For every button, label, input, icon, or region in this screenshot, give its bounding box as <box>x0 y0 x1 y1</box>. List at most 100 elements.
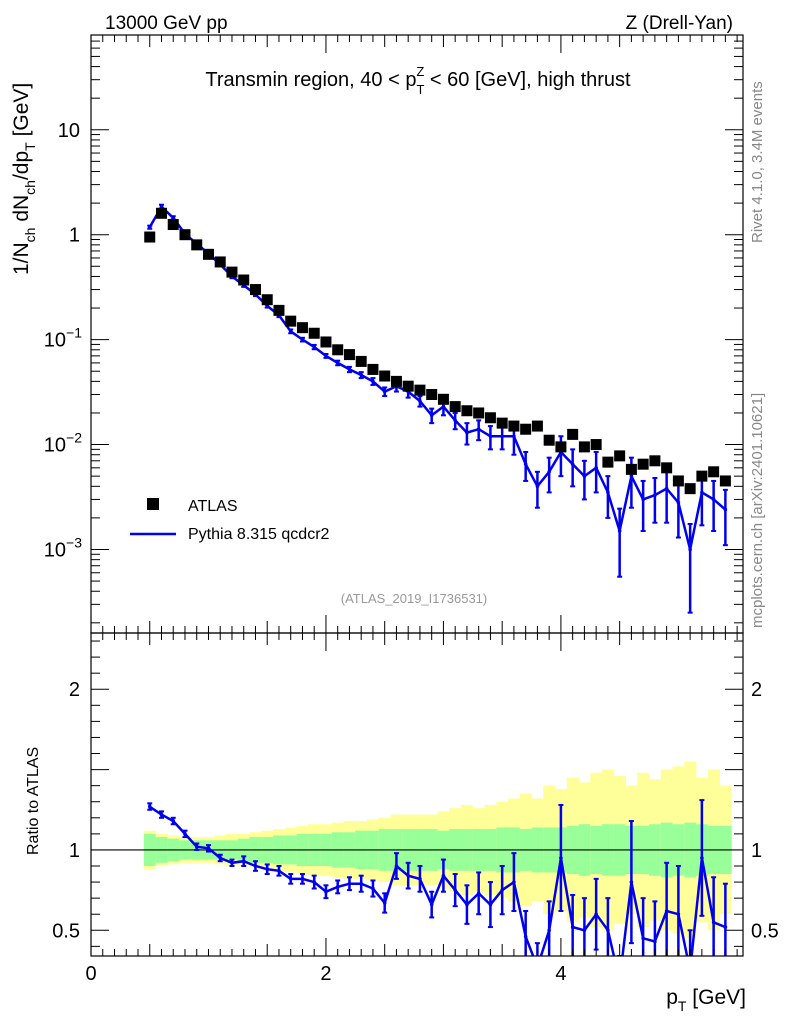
atlas-data-point <box>520 423 532 435</box>
ratio-y-tick-label-left: 2 <box>69 679 80 701</box>
ratio-mc-point <box>536 965 540 969</box>
main-mc-point <box>629 474 634 478</box>
tick-exponent: −2 <box>66 430 82 446</box>
ratio-y-tick-label-left: 0.5 <box>52 920 80 942</box>
ratio-mc-point <box>582 928 587 933</box>
main-y-tick-label: 10 <box>58 120 80 142</box>
ratio-mc-point <box>335 885 340 889</box>
ratio-mc-point <box>676 912 681 917</box>
main-mc-point <box>441 404 446 409</box>
ratio-axis-ticks <box>90 633 743 956</box>
xlabel-sub: T <box>678 998 687 1014</box>
main-y-tick-label: 10−2 <box>44 430 82 457</box>
ratio-ylabel: Ratio to ATLAS <box>25 747 42 855</box>
ratio-mc-point <box>723 925 728 929</box>
ratio-plot-area <box>91 761 743 982</box>
atlas-data-point <box>320 336 332 348</box>
atlas-data-point <box>296 322 308 334</box>
ratio-mc-point <box>664 909 669 913</box>
main-mc-point <box>617 529 622 533</box>
ratio-mc-point <box>394 864 399 868</box>
main-mc-point <box>512 434 516 439</box>
title-pre: Transmin region, 40 < p <box>205 69 416 91</box>
tick-exponent: −3 <box>66 534 82 550</box>
ratio-frame <box>90 632 744 957</box>
main-mc-point <box>535 484 540 489</box>
main-mc-point <box>382 389 387 394</box>
main-mc-point <box>700 490 704 495</box>
analysis-label: (ATLAS_2019_I1736531) <box>341 591 487 606</box>
main-mc-point <box>664 486 669 491</box>
ratio-mc-point <box>171 819 176 823</box>
ratio-mc-point <box>347 881 352 886</box>
ratio-mc-point <box>618 978 622 982</box>
ratio-panel: 0.5 0.5 1 1 2 2 0 2 4 <box>52 632 779 985</box>
process-label: Z (Drell-Yan) <box>626 13 733 34</box>
main-mc-point <box>523 462 528 466</box>
ratio-mc-point <box>253 864 258 868</box>
legend-label-mc: Pythia 8.315 qcdcr2 <box>188 526 330 543</box>
atlas-data-point <box>637 458 649 470</box>
main-ylabel: 1/Nch dNch/dpT [GeV] <box>10 83 38 275</box>
ratio-mc-point <box>570 925 575 929</box>
main-mc-point <box>676 500 681 505</box>
atlas-data-point <box>531 420 543 432</box>
ratio-mc-point <box>206 846 211 851</box>
atlas-data-point <box>308 327 320 339</box>
atlas-data-point <box>661 462 673 474</box>
main-mc-point <box>300 337 305 342</box>
tick-base: 10 <box>44 539 66 561</box>
main-y-tick-label: 10−3 <box>44 534 82 561</box>
atlas-data-point <box>390 375 402 387</box>
atlas-data-point <box>449 401 461 413</box>
atlas-data-point <box>437 393 449 405</box>
ratio-y-tick-labels: 0.5 0.5 1 1 2 2 <box>52 679 779 942</box>
ratio-mc-point <box>418 877 422 881</box>
main-mc-point <box>324 354 328 358</box>
x-tick-label: 0 <box>85 963 96 985</box>
ratio-mc-point <box>300 877 305 881</box>
atlas-data-point <box>543 434 555 446</box>
mcplots-label: mcplots.cern.ch [arXiv:2401.10621] <box>749 393 766 628</box>
atlas-data-point <box>473 407 485 419</box>
legend: ATLAS Pythia 8.315 qcdcr2 <box>130 498 330 543</box>
atlas-data-point <box>672 475 684 487</box>
ratio-mc-point <box>241 859 246 863</box>
atlas-data-point <box>567 428 579 440</box>
atlas-data-point <box>332 344 344 356</box>
atlas-data-point <box>696 470 708 482</box>
x-tick-label: 4 <box>555 963 566 985</box>
main-axis-ticks <box>90 34 743 633</box>
main-mc-point <box>582 474 587 478</box>
main-mc-point <box>371 379 375 384</box>
atlas-data-point <box>273 304 285 316</box>
main-mc-point <box>429 413 434 418</box>
atlas-data-point <box>402 380 414 392</box>
main-mc-point <box>347 367 352 372</box>
main-mc-point <box>570 462 575 466</box>
atlas-data-point <box>191 239 203 251</box>
atlas-data-point <box>708 466 720 478</box>
atlas-data-point <box>684 483 696 495</box>
ratio-mc-point <box>629 880 634 884</box>
atlas-data-point <box>625 463 637 475</box>
ratio-mc-point <box>559 856 563 860</box>
title-post: < 60 [GeV], high thrust <box>424 69 631 91</box>
ratio-mc-point <box>406 873 410 878</box>
atlas-data-point <box>367 363 379 375</box>
ratio-mc-point <box>265 867 270 872</box>
x-axis-label: pT [GeV] <box>666 986 746 1014</box>
main-plot-area <box>144 203 731 614</box>
legend-marker-atlas <box>147 498 159 510</box>
main-mc-point <box>500 434 504 439</box>
title-sup: Z <box>416 64 424 79</box>
main-mc-point <box>465 430 469 435</box>
xlabel-unit: [GeV] <box>686 986 746 1009</box>
atlas-data-point <box>602 456 614 468</box>
main-mc-point <box>488 434 493 439</box>
main-mc-point <box>594 466 598 470</box>
title-sub: T <box>416 82 424 97</box>
